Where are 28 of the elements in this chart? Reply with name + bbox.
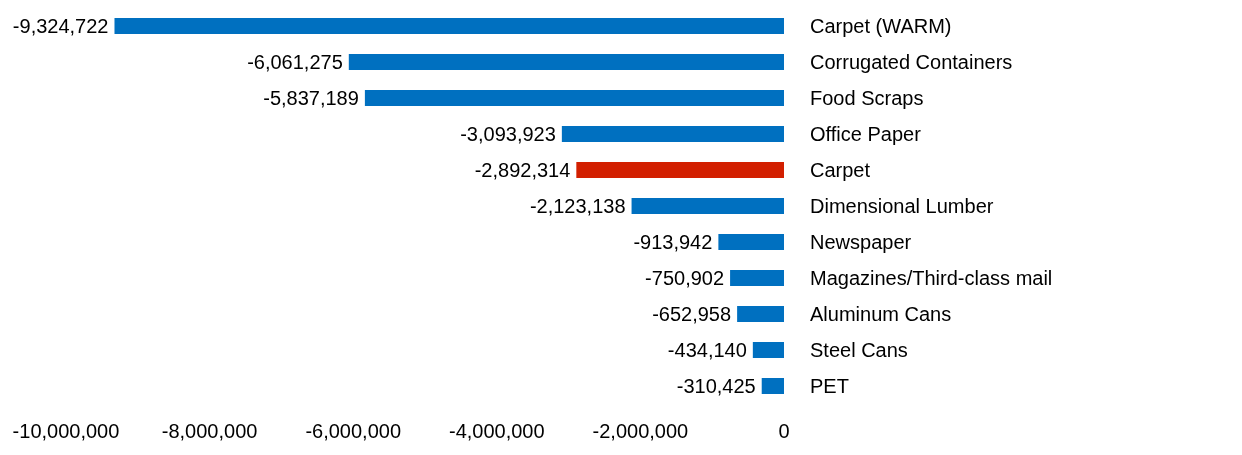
y-tick-label: Steel Cans [810,339,908,362]
y-tick-label: Carpet (WARM) [810,15,952,38]
data-label: -3,093,923 [460,123,556,145]
y-tick-label: Office Paper [810,123,922,146]
data-label: -913,942 [633,231,713,253]
data-label: -750,902 [645,267,725,289]
data-label: -2,892,314 [474,159,571,181]
data-label: -310,425 [676,375,756,397]
x-tick-label: -4,000,000 [448,420,545,443]
y-tick-label: Newspaper [810,231,912,254]
data-label: -2,123,138 [529,195,626,217]
x-tick-label: -8,000,000 [161,420,258,443]
y-tick-label: Aluminum Cans [810,303,952,326]
y-tick-label: Corrugated Containers [810,51,1013,74]
y-tick-label: Magazines/Third-class mail [810,267,1053,290]
y-tick-label: Carpet [810,159,871,182]
x-tick-label: 0 [778,420,790,443]
data-label: -652,958 [652,303,732,325]
x-tick-label: -10,000,000 [12,420,120,443]
y-tick-label: PET [810,375,849,398]
x-tick-label: -6,000,000 [305,420,402,443]
data-label: -9,324,722 [12,15,109,37]
y-tick-label: Dimensional Lumber [810,195,994,218]
data-label: -6,061,275 [247,51,343,73]
data-label: -434,140 [667,339,747,361]
x-tick-label: -2,000,000 [592,420,689,443]
data-label: -5,837,189 [263,87,359,109]
y-tick-label: Food Scraps [810,87,924,110]
